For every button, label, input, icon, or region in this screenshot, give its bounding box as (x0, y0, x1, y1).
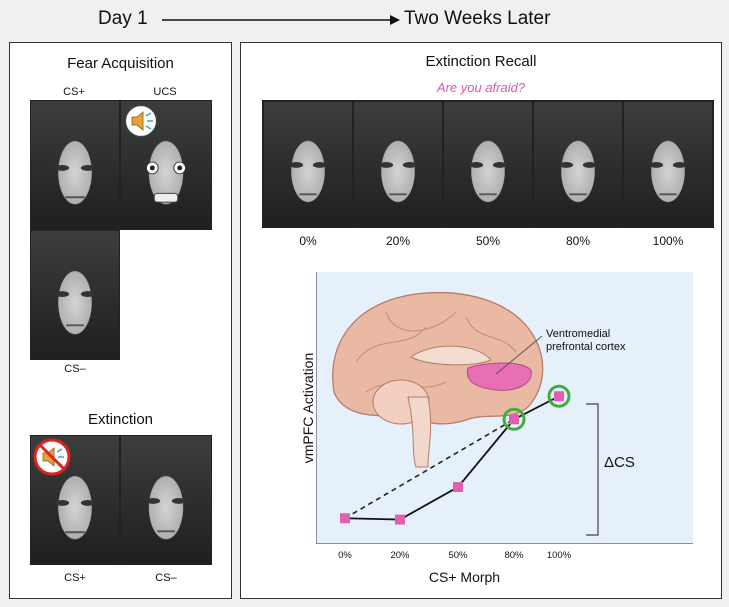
cs-plus-label: CS+ (63, 86, 85, 98)
ucs-fear-face-image (120, 100, 212, 230)
fear-acquisition-title: Fear Acquisition (67, 55, 174, 72)
morph-face-image (533, 101, 623, 227)
ucs-label: UCS (153, 86, 177, 98)
x-tick-label: 80% (504, 550, 524, 561)
extinction-cs-plus-label: CS+ (64, 572, 86, 584)
extinction-cs-minus-label: CS– (155, 572, 177, 584)
x-tick-label: 20% (390, 550, 410, 561)
delta-cs-label: ΔCS (604, 454, 635, 471)
y-axis-label: vmPFC Activation (300, 352, 316, 464)
morph-percent-label: 20% (385, 234, 411, 248)
vmpfc-label-line1: Ventromedial (546, 328, 611, 340)
data-point-marker (453, 482, 463, 493)
morph-face-strip (262, 100, 714, 228)
x-tick-label: 100% (546, 550, 572, 561)
cs-minus-face-image (30, 230, 120, 360)
cs-minus-label: CS– (64, 363, 86, 375)
morph-percent-label: 100% (652, 234, 684, 248)
highlight-circle (502, 407, 526, 431)
day1-label: Day 1 (98, 8, 148, 29)
data-point-marker (554, 391, 564, 402)
extinction-cs-plus-face-image (30, 435, 120, 565)
are-you-afraid-question: Are you afraid? (436, 80, 526, 95)
reference-dashed-line (344, 418, 515, 519)
x-axis-label: CS+ Morph (428, 569, 501, 585)
vmpfc-label-line2: prefrontal cortex (546, 341, 626, 353)
speaker-icon (124, 104, 158, 138)
x-tick-label: 50% (448, 550, 468, 561)
morph-face-image (263, 101, 353, 227)
timeline-arrow (162, 15, 400, 25)
morph-percent-label: 80% (565, 234, 591, 248)
cs-plus-face-image (30, 100, 120, 230)
graph-svg (316, 272, 693, 544)
delta-bracket (586, 403, 599, 536)
data-point-marker (509, 414, 519, 425)
morph-face-image (443, 101, 533, 227)
two-weeks-later-label: Two Weeks Later (404, 8, 551, 29)
morph-face-image (353, 101, 443, 227)
extinction-cs-minus-face-image (120, 435, 212, 565)
extinction-recall-title: Extinction Recall (425, 53, 537, 70)
x-tick-label: 0% (338, 550, 352, 561)
no-sound-icon (33, 438, 71, 476)
vmpfc-label: Ventromedial prefrontal cortex (546, 328, 625, 354)
highlight-circle (547, 384, 571, 408)
morph-percent-label: 0% (299, 234, 317, 248)
extinction-title: Extinction (87, 411, 154, 428)
data-point-marker (395, 514, 405, 525)
brain-illustration (332, 291, 544, 468)
morph-percent-label: 50% (475, 234, 501, 248)
data-point-marker (340, 513, 350, 524)
morph-face-image (623, 101, 713, 227)
